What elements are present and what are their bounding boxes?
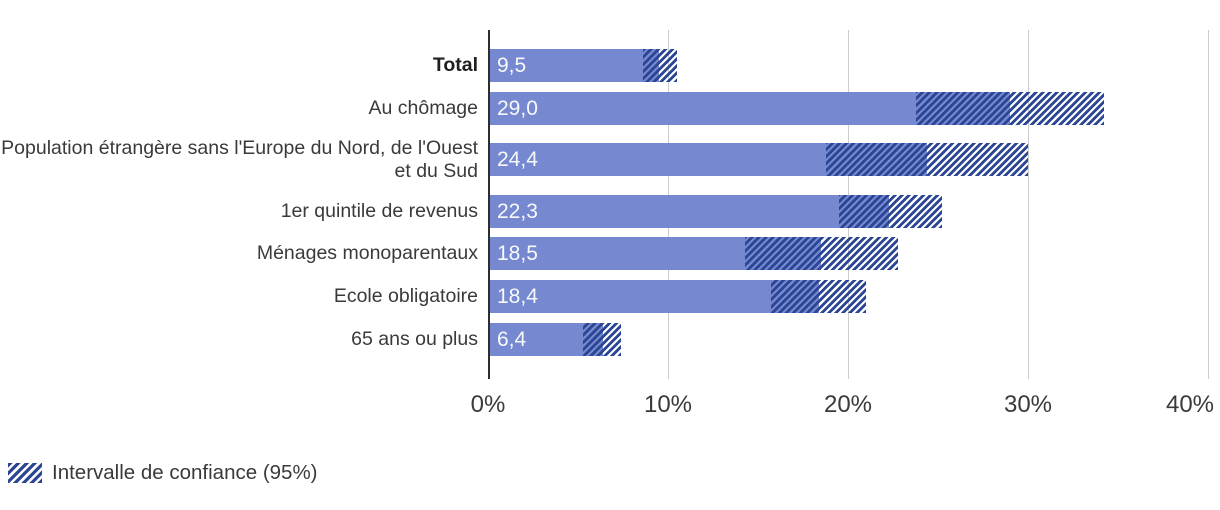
bar-value-label: 24,4 xyxy=(497,147,538,171)
category-label: Population étrangère sans l'Europe du No… xyxy=(1,136,478,182)
confidence-interval-hatch xyxy=(745,237,899,270)
confidence-interval-hatch xyxy=(916,92,1104,125)
plot-area: 9,5 29,0 24,4 22,3 18,5 18,4 6,4 xyxy=(488,30,1209,379)
x-axis-tick-label: 10% xyxy=(643,391,693,418)
bar-value-label: 6,4 xyxy=(497,327,527,351)
confidence-interval-hatch xyxy=(770,280,866,313)
bar: 22,3 xyxy=(488,195,890,228)
bar: 9,5 xyxy=(488,49,659,82)
bar: 18,4 xyxy=(488,280,820,313)
confidence-interval-hatch xyxy=(826,143,1028,176)
category-label: Ménages monoparentaux xyxy=(256,242,478,264)
x-axis-tick-label: 0% xyxy=(470,391,506,418)
category-label: Au chômage xyxy=(368,97,479,119)
grid-line xyxy=(1027,30,1029,379)
category-label: Total xyxy=(432,54,478,76)
grid-line xyxy=(1207,30,1209,379)
x-axis-zero-line xyxy=(488,30,490,379)
bar-value-label: 22,3 xyxy=(497,199,538,223)
bar-value-label: 18,4 xyxy=(497,284,538,308)
x-axis-tick-label: 20% xyxy=(823,391,873,418)
bar-value-label: 9,5 xyxy=(497,53,527,77)
bar-value-label: 29,0 xyxy=(497,96,538,120)
confidence-interval-hatch xyxy=(839,195,942,228)
ci-hatch-swatch-icon xyxy=(8,463,42,483)
x-axis-tick-label: 40% xyxy=(1165,391,1215,418)
category-label: 65 ans ou plus xyxy=(351,328,478,350)
confidence-interval-hatch xyxy=(583,323,622,356)
legend-label: Intervalle de confiance (95%) xyxy=(52,461,318,484)
legend: Intervalle de confiance (95%) xyxy=(8,461,318,485)
confidence-interval-hatch xyxy=(642,49,677,82)
bar-value-label: 18,5 xyxy=(497,241,538,265)
category-label: Ecole obligatoire xyxy=(333,285,478,307)
category-label: 1er quintile de revenus xyxy=(280,200,478,222)
x-axis-tick-label: 30% xyxy=(1003,391,1053,418)
